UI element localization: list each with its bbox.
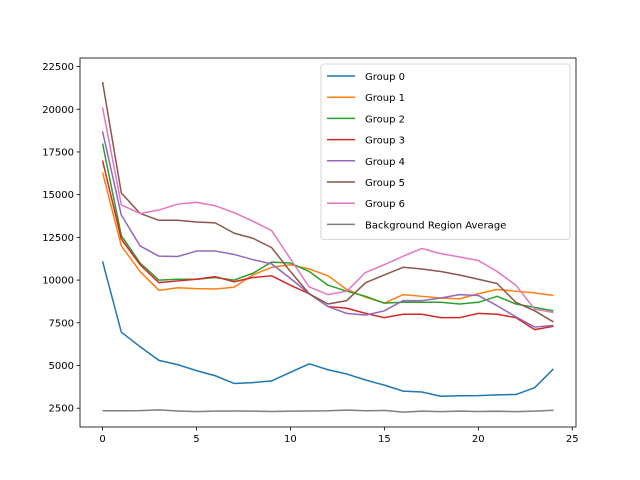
x-tick-label: 10	[284, 434, 297, 445]
series-line-1	[101, 172, 554, 304]
y-tick-label: 10000	[42, 276, 74, 287]
series-lines	[101, 81, 554, 413]
legend-label-1: Group 1	[365, 93, 405, 104]
y-tick-label: 5000	[49, 361, 74, 372]
legend-label-3: Group 3	[365, 136, 405, 147]
legend-label-0: Group 0	[365, 72, 405, 83]
y-tick-label: 15000	[42, 190, 74, 201]
x-axis: 0 5 10 15 20 25	[99, 427, 579, 445]
series-line-6	[101, 107, 554, 314]
y-tick-label: 20000	[42, 105, 74, 116]
x-tick-label: 15	[378, 434, 391, 445]
y-axis: 2500 5000 7500 10000 12500 15000 17500 20000 225…	[42, 62, 80, 415]
legend-label-7: Background Region Average	[365, 220, 506, 231]
legend-label-4: Group 4	[365, 157, 405, 168]
y-tick-label: 7500	[49, 318, 74, 329]
series-line-0	[101, 261, 554, 397]
series-line-2	[101, 143, 554, 312]
legend: Group 0 Group 1 Group 2 Group 3 Group 4 Group…	[320, 63, 571, 241]
x-tick-label: 5	[193, 434, 199, 445]
y-tick-label: 17500	[42, 147, 74, 158]
x-tick-label: 0	[99, 434, 105, 445]
legend-label-6: Group 6	[365, 199, 405, 210]
plot-area-frame	[79, 57, 577, 428]
legend-box	[320, 63, 571, 241]
series-line-4	[101, 131, 554, 328]
legend-label-5: Group 5	[365, 178, 405, 189]
y-tick-label: 22500	[42, 62, 74, 73]
legend-label-2: Group 2	[365, 114, 405, 125]
series-line-5	[101, 81, 554, 323]
x-tick-label: 20	[472, 434, 485, 445]
y-tick-label: 2500	[49, 404, 74, 415]
series-line-7	[102, 409, 554, 413]
x-tick-label: 25	[566, 434, 579, 445]
y-tick-label: 12500	[42, 233, 74, 244]
